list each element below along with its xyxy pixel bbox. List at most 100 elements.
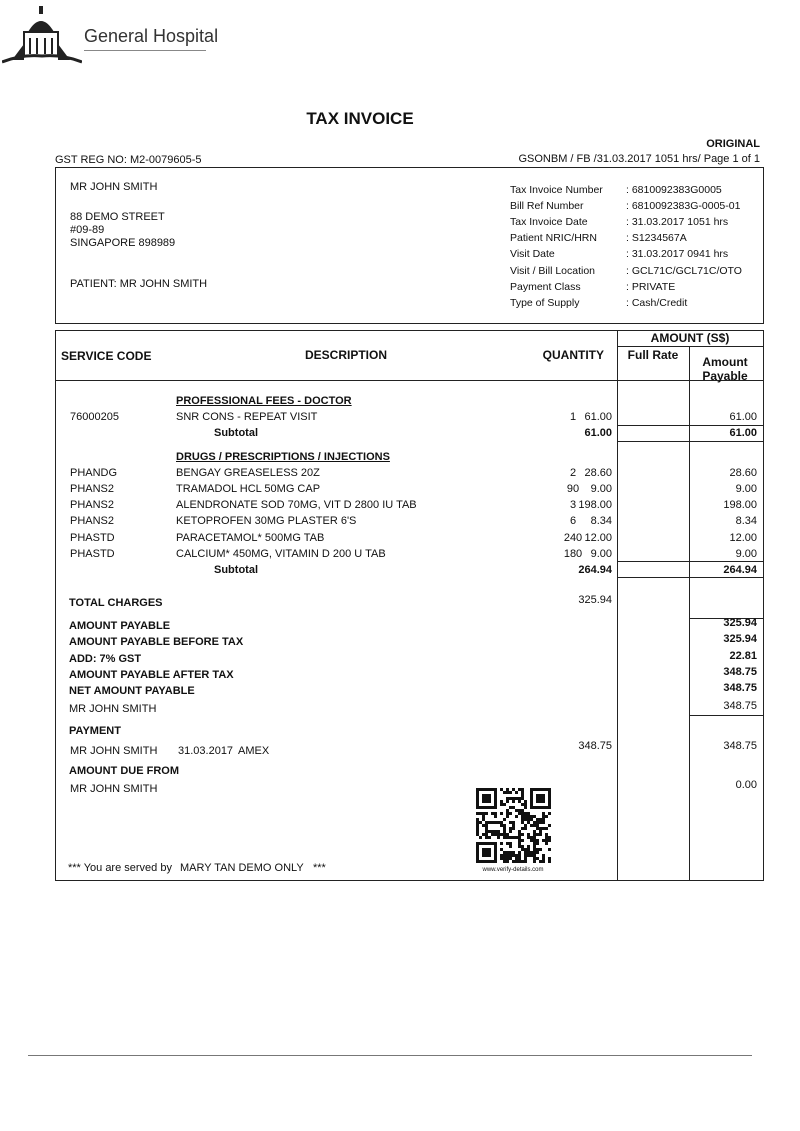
qr-module (518, 809, 521, 812)
qr-module (542, 857, 545, 860)
qr-module (500, 848, 503, 851)
total-charges: 325.94 (578, 594, 612, 606)
payment-label: PAYMENT (69, 725, 121, 737)
qr-module (476, 827, 479, 830)
summary-label: AMOUNT PAYABLE (69, 620, 171, 632)
items-box (55, 330, 764, 881)
qr-module (485, 833, 488, 836)
qr-module (503, 791, 506, 794)
qr-module (500, 824, 503, 827)
qr-module (482, 818, 485, 821)
qr-module (533, 839, 536, 842)
column-rule (617, 330, 618, 880)
item-amount: 28.60 (729, 467, 757, 480)
qr-module (533, 845, 536, 848)
qr-module (476, 812, 479, 815)
qr-module (545, 842, 548, 845)
qr-module (527, 851, 530, 854)
qr-module (545, 836, 548, 839)
qr-module (509, 836, 512, 839)
item-amount: 12.00 (729, 531, 757, 544)
qr-module (494, 815, 497, 818)
qr-module (536, 821, 539, 824)
qr-module (509, 827, 512, 830)
hospital-logo (2, 6, 82, 64)
copy-label: ORIGINAL (706, 138, 760, 150)
qr-module (530, 851, 533, 854)
subtotal-label: Subtotal (214, 427, 258, 440)
qr-module (485, 821, 488, 824)
summary-label: AMOUNT PAYABLE AFTER TAX (69, 669, 234, 681)
qr-module (524, 815, 527, 818)
qr-module (503, 818, 506, 821)
column-header: DESCRIPTION (304, 348, 388, 362)
qr-module (512, 797, 515, 800)
qr-module (521, 797, 524, 800)
qr-module (518, 800, 521, 803)
payment-date: 31.03.2017 (178, 745, 234, 757)
qr-module (500, 842, 503, 845)
detail-label: Patient NRIC/HRN (510, 232, 597, 245)
qr-module (500, 812, 503, 815)
column-header: AMOUNT (S$) (650, 331, 730, 345)
qr-module (539, 848, 542, 851)
detail-value: : GCL71C/GCL71C/OTO (626, 264, 742, 277)
qr-module (515, 860, 518, 863)
qr-module (491, 812, 494, 815)
qr-module (536, 794, 545, 803)
qr-module (482, 794, 491, 803)
qr-module (509, 812, 512, 815)
header-rule (55, 380, 763, 381)
qr-module (500, 803, 503, 806)
qr-module (530, 818, 533, 821)
qr-module (509, 851, 512, 854)
qr-module (539, 827, 542, 830)
item-amount: 198.00 (723, 499, 757, 512)
qr-module (524, 860, 527, 863)
qr-module (485, 836, 488, 839)
item-description: BENGAY GREASELESS 20Z (176, 467, 320, 480)
payable-rule (689, 618, 763, 619)
payment-amount: 348.75 (723, 740, 757, 752)
qr-module (521, 818, 524, 821)
qr-module (506, 836, 509, 839)
qr-module (518, 839, 521, 842)
qr-module (506, 812, 509, 815)
service-code: PHANS2 (70, 515, 115, 528)
qr-module (527, 812, 530, 815)
qr-module (527, 854, 530, 857)
qr-module (536, 818, 539, 821)
item-quantity: 6 (569, 515, 577, 528)
qr-module (521, 788, 524, 791)
qr-module (509, 845, 512, 848)
qr-module (524, 824, 527, 827)
qr-module (542, 854, 545, 857)
total-charges-label: TOTAL CHARGES (69, 597, 163, 609)
item-amount: 8.34 (735, 515, 757, 528)
qr-module (485, 827, 488, 830)
qr-module (518, 854, 521, 857)
item-quantity: 3 (569, 499, 577, 512)
logo-rule (84, 50, 206, 51)
qr-module (518, 812, 521, 815)
qr-module (515, 791, 518, 794)
detail-value: : 31.03.2017 0941 hrs (626, 248, 729, 261)
detail-label: Payment Class (510, 280, 581, 293)
qr-module (521, 803, 524, 806)
qr-module (476, 833, 479, 836)
detail-label: Tax Invoice Number (510, 184, 603, 196)
qr-module (500, 821, 503, 824)
qr-module (539, 821, 542, 824)
qr-module (506, 788, 509, 791)
qr-module (533, 821, 536, 824)
qr-module (539, 833, 542, 836)
qr-module (515, 857, 518, 860)
qr-module (476, 818, 479, 821)
qr-module (509, 821, 512, 824)
payment-paid: 348.75 (578, 740, 612, 752)
qr-module (509, 854, 512, 857)
qr-module (521, 839, 524, 842)
qr-module (488, 836, 491, 839)
qr-module (536, 827, 539, 830)
qr-module (479, 836, 482, 839)
